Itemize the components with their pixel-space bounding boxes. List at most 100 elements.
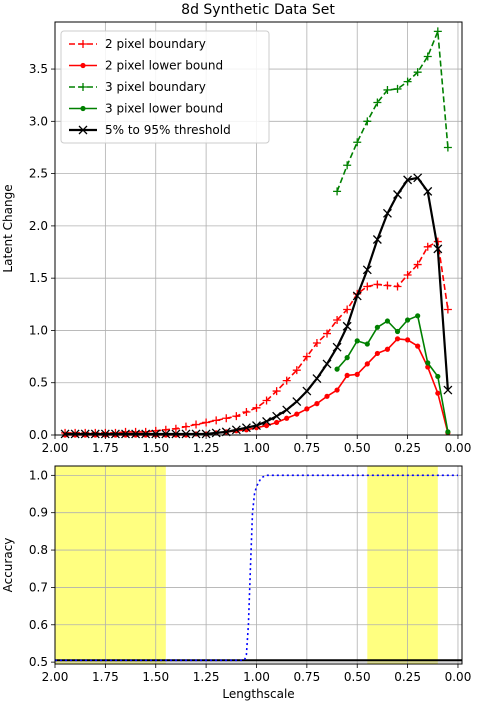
top-series-1-point <box>222 414 231 423</box>
legend-label: 5% to 95% threshold <box>105 123 231 137</box>
top-series-1-point <box>443 305 452 314</box>
top-series-1-point <box>212 416 221 425</box>
legend-box <box>60 30 270 144</box>
top-x-tick-label: 0.50 <box>344 441 371 455</box>
top-x-tick-label: 2.00 <box>42 441 69 455</box>
top-series-5-point <box>252 421 261 431</box>
x-axis-label: Lengthscale <box>222 687 294 701</box>
legend: 2 pixel boundary 2 pixel lower bound 3 pix… <box>60 30 270 144</box>
top-series-5-point <box>282 405 292 415</box>
top-series-2-point <box>384 346 391 352</box>
top-series-5-point <box>393 190 402 199</box>
top-series-2-point <box>364 361 370 367</box>
bottom-series-group <box>55 474 462 662</box>
top-series-1-point <box>373 280 382 289</box>
top-series-1-point <box>323 329 332 338</box>
top-series-5-point <box>382 208 392 218</box>
top-y-tick-label: 1.5 <box>29 271 48 285</box>
legend-marker <box>78 125 88 135</box>
top-series-4-point <box>364 341 370 347</box>
top-y-tick-label: 2.0 <box>29 219 48 233</box>
top-series-2-point <box>415 343 421 349</box>
top-series-group <box>60 27 453 439</box>
top-series-1-point <box>363 282 372 291</box>
top-series-5-point <box>332 342 342 352</box>
top-series-4-point <box>425 360 431 366</box>
top-series-line-4 <box>336 314 449 433</box>
bottom-x-tick-label: 1.75 <box>92 670 119 684</box>
top-x-tick-label: 1.50 <box>142 441 169 455</box>
top-series-5-point <box>372 235 382 244</box>
top-series-2-point <box>334 387 340 393</box>
top-series-4-point <box>334 366 340 372</box>
top-series-3-point <box>363 117 372 126</box>
top-series-5-point <box>262 416 272 426</box>
top-series-5-point <box>60 429 70 439</box>
top-series-2-point <box>284 415 290 421</box>
legend-label: 2 pixel lower bound <box>105 59 223 73</box>
top-series-1-point <box>232 412 241 421</box>
top-series-1-point <box>312 338 321 347</box>
bottom-y-axis-ticks: 0.5 0.6 0.7 0.8 0.9 1.0 <box>29 468 55 669</box>
legend-label: 3 pixel lower bound <box>105 102 223 116</box>
legend-marker <box>79 40 87 48</box>
top-series-2-point <box>263 422 270 429</box>
top-series-4-point <box>374 324 380 330</box>
bottom-x-tick-label: 0.25 <box>394 670 421 684</box>
top-series-4-point <box>435 373 441 380</box>
top-series-5-point <box>141 429 151 439</box>
bottom-y-tick-label: 0.6 <box>29 618 48 632</box>
top-series-5-point <box>342 321 352 331</box>
top-y-axis-label: Latent Change <box>1 184 15 272</box>
bottom-shaded-regions <box>55 466 438 664</box>
bottom-x-tick-label: 1.50 <box>142 670 169 684</box>
top-series-1-point <box>242 407 251 416</box>
top-series-5-point <box>352 291 362 301</box>
bottom-x-tick-label: 2.00 <box>42 670 69 684</box>
legend-label: 2 pixel boundary <box>105 37 206 51</box>
top-x-tick-label: 0.00 <box>445 441 472 455</box>
top-series-5-point <box>80 429 90 439</box>
top-series-5-point <box>121 429 130 439</box>
top-series-5-point <box>302 386 312 396</box>
top-series-2-point <box>314 401 320 407</box>
top-series-3-point <box>383 85 392 94</box>
top-series-1-point <box>423 242 432 251</box>
top-series-1-point <box>262 396 271 405</box>
top-x-tick-label: 0.25 <box>394 441 421 455</box>
top-series-5-point <box>403 175 413 185</box>
legend-marker <box>79 83 87 91</box>
top-y-tick-label: 2.5 <box>29 167 48 181</box>
top-series-5-point <box>110 429 120 439</box>
bottom-y-tick-label: 0.7 <box>29 580 48 594</box>
top-series-1-point <box>292 366 301 375</box>
top-series-1-point <box>393 282 402 291</box>
bottom-plot-frame <box>54 465 463 665</box>
top-series-5-point <box>241 423 251 433</box>
top-series-1-point <box>383 281 392 290</box>
top-series-5-point <box>161 429 171 439</box>
bottom-grid <box>54 466 462 664</box>
bottom-x-tick-label: 0.00 <box>445 670 472 684</box>
top-series-4-point <box>384 318 391 324</box>
top-series-5-point <box>423 186 433 196</box>
top-series-2-point <box>304 406 310 412</box>
top-series-3-point <box>353 138 362 147</box>
top-series-5-point <box>100 429 110 439</box>
bottom-y-axis-label: Accuracy <box>1 538 15 593</box>
top-series-2-point <box>294 411 300 417</box>
top-y-axis-ticks: 0.0 0.5 1.0 1.5 2.0 2.5 3.0 3.5 <box>29 62 55 442</box>
top-series-3-point <box>443 143 452 152</box>
bottom-y-tick-label: 1.0 <box>29 468 48 482</box>
top-series-5-point <box>131 429 141 439</box>
top-series-2-point <box>435 390 441 396</box>
top-series-1-point <box>343 305 352 314</box>
top-series-1-point <box>252 403 261 412</box>
bottom-y-tick-label: 0.5 <box>29 655 48 669</box>
shaded-region <box>367 466 438 664</box>
top-series-5-point <box>201 429 211 439</box>
legend-marker <box>80 105 86 112</box>
bottom-x-tick-label: 1.00 <box>243 670 270 684</box>
top-series-3-point <box>373 98 382 107</box>
bottom-x-axis-ticks: 2.00 1.75 1.50 1.25 1.00 0.75 0.50 0.25 0.00 <box>42 664 472 684</box>
